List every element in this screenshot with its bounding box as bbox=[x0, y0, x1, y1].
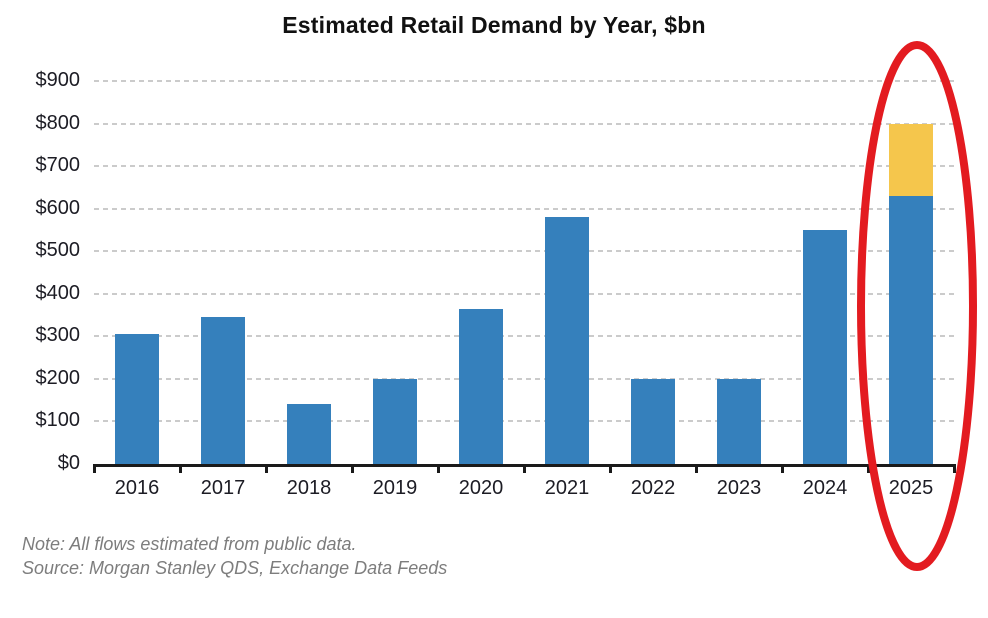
x-axis-tick bbox=[93, 464, 96, 473]
x-axis-tick bbox=[781, 464, 784, 473]
x-axis-tick bbox=[351, 464, 354, 473]
y-axis-label-700: $700 bbox=[35, 154, 81, 177]
gridline-800 bbox=[94, 122, 956, 125]
gridline-500 bbox=[94, 250, 956, 253]
bar-2018-blue-segment bbox=[287, 404, 331, 464]
x-axis-tick bbox=[523, 464, 526, 473]
source-text: Source: Morgan Stanley QDS, Exchange Dat… bbox=[22, 558, 448, 578]
gridline-100 bbox=[94, 420, 956, 423]
x-axis-label-2019: 2019 bbox=[372, 477, 418, 499]
x-axis-label-2020: 2020 bbox=[458, 477, 504, 499]
x-axis-label-2023: 2023 bbox=[716, 477, 762, 499]
bar-2020-blue-segment bbox=[459, 308, 503, 464]
gridline-600 bbox=[94, 207, 956, 210]
bar-2022-blue-segment bbox=[631, 378, 675, 464]
x-axis-label-2016: 2016 bbox=[114, 477, 160, 499]
y-axis-label-300: $300 bbox=[35, 324, 81, 347]
x-axis-tick bbox=[437, 464, 440, 473]
gridline-400 bbox=[94, 292, 956, 295]
bar-2025-blue-segment bbox=[889, 195, 933, 464]
gridline-200 bbox=[94, 377, 956, 380]
x-axis-tick bbox=[695, 464, 698, 473]
y-axis-label-800: $800 bbox=[35, 111, 81, 134]
x-axis-tick bbox=[265, 464, 268, 473]
x-axis-label-2021: 2021 bbox=[544, 477, 590, 499]
gridline-700 bbox=[94, 165, 956, 168]
x-axis-tick bbox=[953, 464, 956, 473]
y-axis-label-100: $100 bbox=[35, 409, 81, 432]
bar-2017-blue-segment bbox=[201, 317, 245, 464]
x-axis-label-2018: 2018 bbox=[286, 477, 332, 499]
y-axis-label-200: $200 bbox=[35, 366, 81, 389]
y-axis-label-600: $600 bbox=[35, 196, 81, 219]
x-axis-label-2017: 2017 bbox=[200, 477, 246, 499]
y-axis-label-900: $900 bbox=[35, 69, 81, 91]
x-axis-tick bbox=[179, 464, 182, 473]
bar-2019-blue-segment bbox=[373, 378, 417, 464]
bar-2023-blue-segment bbox=[717, 378, 761, 464]
gridline-900 bbox=[94, 80, 956, 82]
x-axis-label-2025: 2025 bbox=[888, 477, 934, 499]
chart-title: Estimated Retail Demand by Year, $bn bbox=[282, 12, 706, 38]
bar-2025-yellow-segment bbox=[889, 123, 933, 196]
x-axis-label-2022: 2022 bbox=[630, 477, 676, 499]
note-text: Note: All flows estimated from public da… bbox=[22, 534, 357, 554]
y-axis-label-500: $500 bbox=[35, 239, 81, 262]
bar-2016-blue-segment bbox=[115, 334, 159, 464]
gridline-300 bbox=[94, 335, 956, 338]
y-axis-label-400: $400 bbox=[35, 281, 81, 304]
x-axis-tick bbox=[609, 464, 612, 473]
x-axis-label-2024: 2024 bbox=[802, 477, 848, 499]
x-axis-tick bbox=[867, 464, 870, 473]
bar-2024-blue-segment bbox=[803, 229, 847, 464]
y-axis-label-0: $0 bbox=[57, 452, 80, 474]
bar-2021-blue-segment bbox=[545, 217, 589, 464]
